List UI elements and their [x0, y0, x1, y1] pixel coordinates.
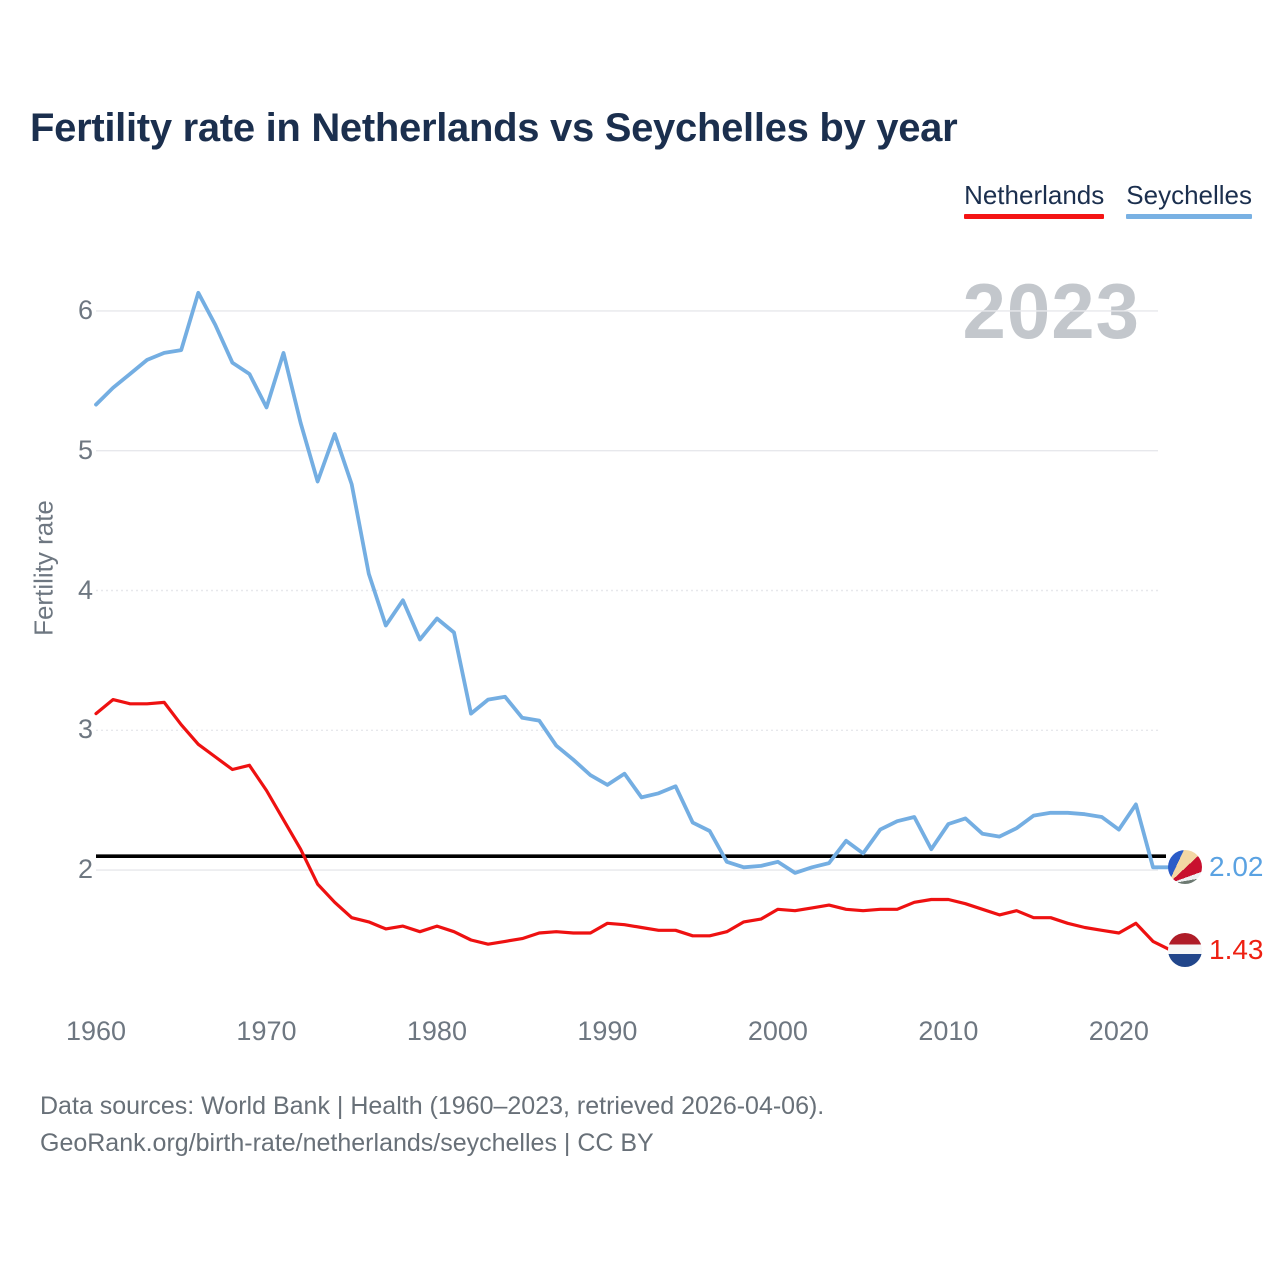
- attribution-line: GeoRank.org/birth-rate/netherlands/seych…: [40, 1129, 654, 1157]
- netherlands-line[interactable]: [94, 697, 1172, 952]
- y-tick-label: 3: [77, 714, 93, 745]
- y-tick-label: 5: [77, 434, 93, 465]
- x-tick-label: 1980: [406, 1016, 467, 1046]
- legend-label-netherlands: Netherlands: [964, 180, 1105, 210]
- x-tick-label: 1970: [236, 1016, 297, 1046]
- seychelles-end-label: 2.02: [1168, 850, 1264, 885]
- y-tick-label: 6: [77, 294, 93, 325]
- data-sources-line: Data sources: World Bank | Health (1960–…: [40, 1092, 825, 1120]
- chart-title: Fertility rate in Netherlands vs Seychel…: [30, 106, 958, 150]
- y-tick-label: 2: [77, 854, 93, 885]
- seychelles-end-value: 2.02: [1209, 851, 1264, 883]
- legend-label-seychelles: Seychelles: [1126, 180, 1252, 210]
- x-tick-label: 2020: [1088, 1016, 1149, 1046]
- x-tick-label: 1960: [65, 1016, 127, 1046]
- seychelles-line[interactable]: [94, 290, 1172, 875]
- legend-item-netherlands[interactable]: Netherlands: [964, 180, 1105, 219]
- netherlands-end-value: 1.43: [1209, 933, 1264, 965]
- x-tick-label: 1990: [577, 1016, 638, 1046]
- seychelles-underline: [1126, 213, 1252, 219]
- footer: Data sources: World Bank | Health (1960–…: [40, 1088, 824, 1162]
- netherlands-underline: [964, 213, 1105, 219]
- netherlands-end-label: 1.43: [1168, 932, 1264, 967]
- y-tick-label: 4: [77, 574, 93, 605]
- legend-item-seychelles[interactable]: Seychelles: [1126, 181, 1252, 219]
- seychelles-flag-icon: [1168, 850, 1202, 885]
- x-tick-label: 2000: [747, 1016, 808, 1046]
- netherlands-flag-icon: [1168, 932, 1202, 967]
- x-tick-label: 2010: [918, 1016, 979, 1046]
- legend: Netherlands Seychelles: [964, 181, 1252, 219]
